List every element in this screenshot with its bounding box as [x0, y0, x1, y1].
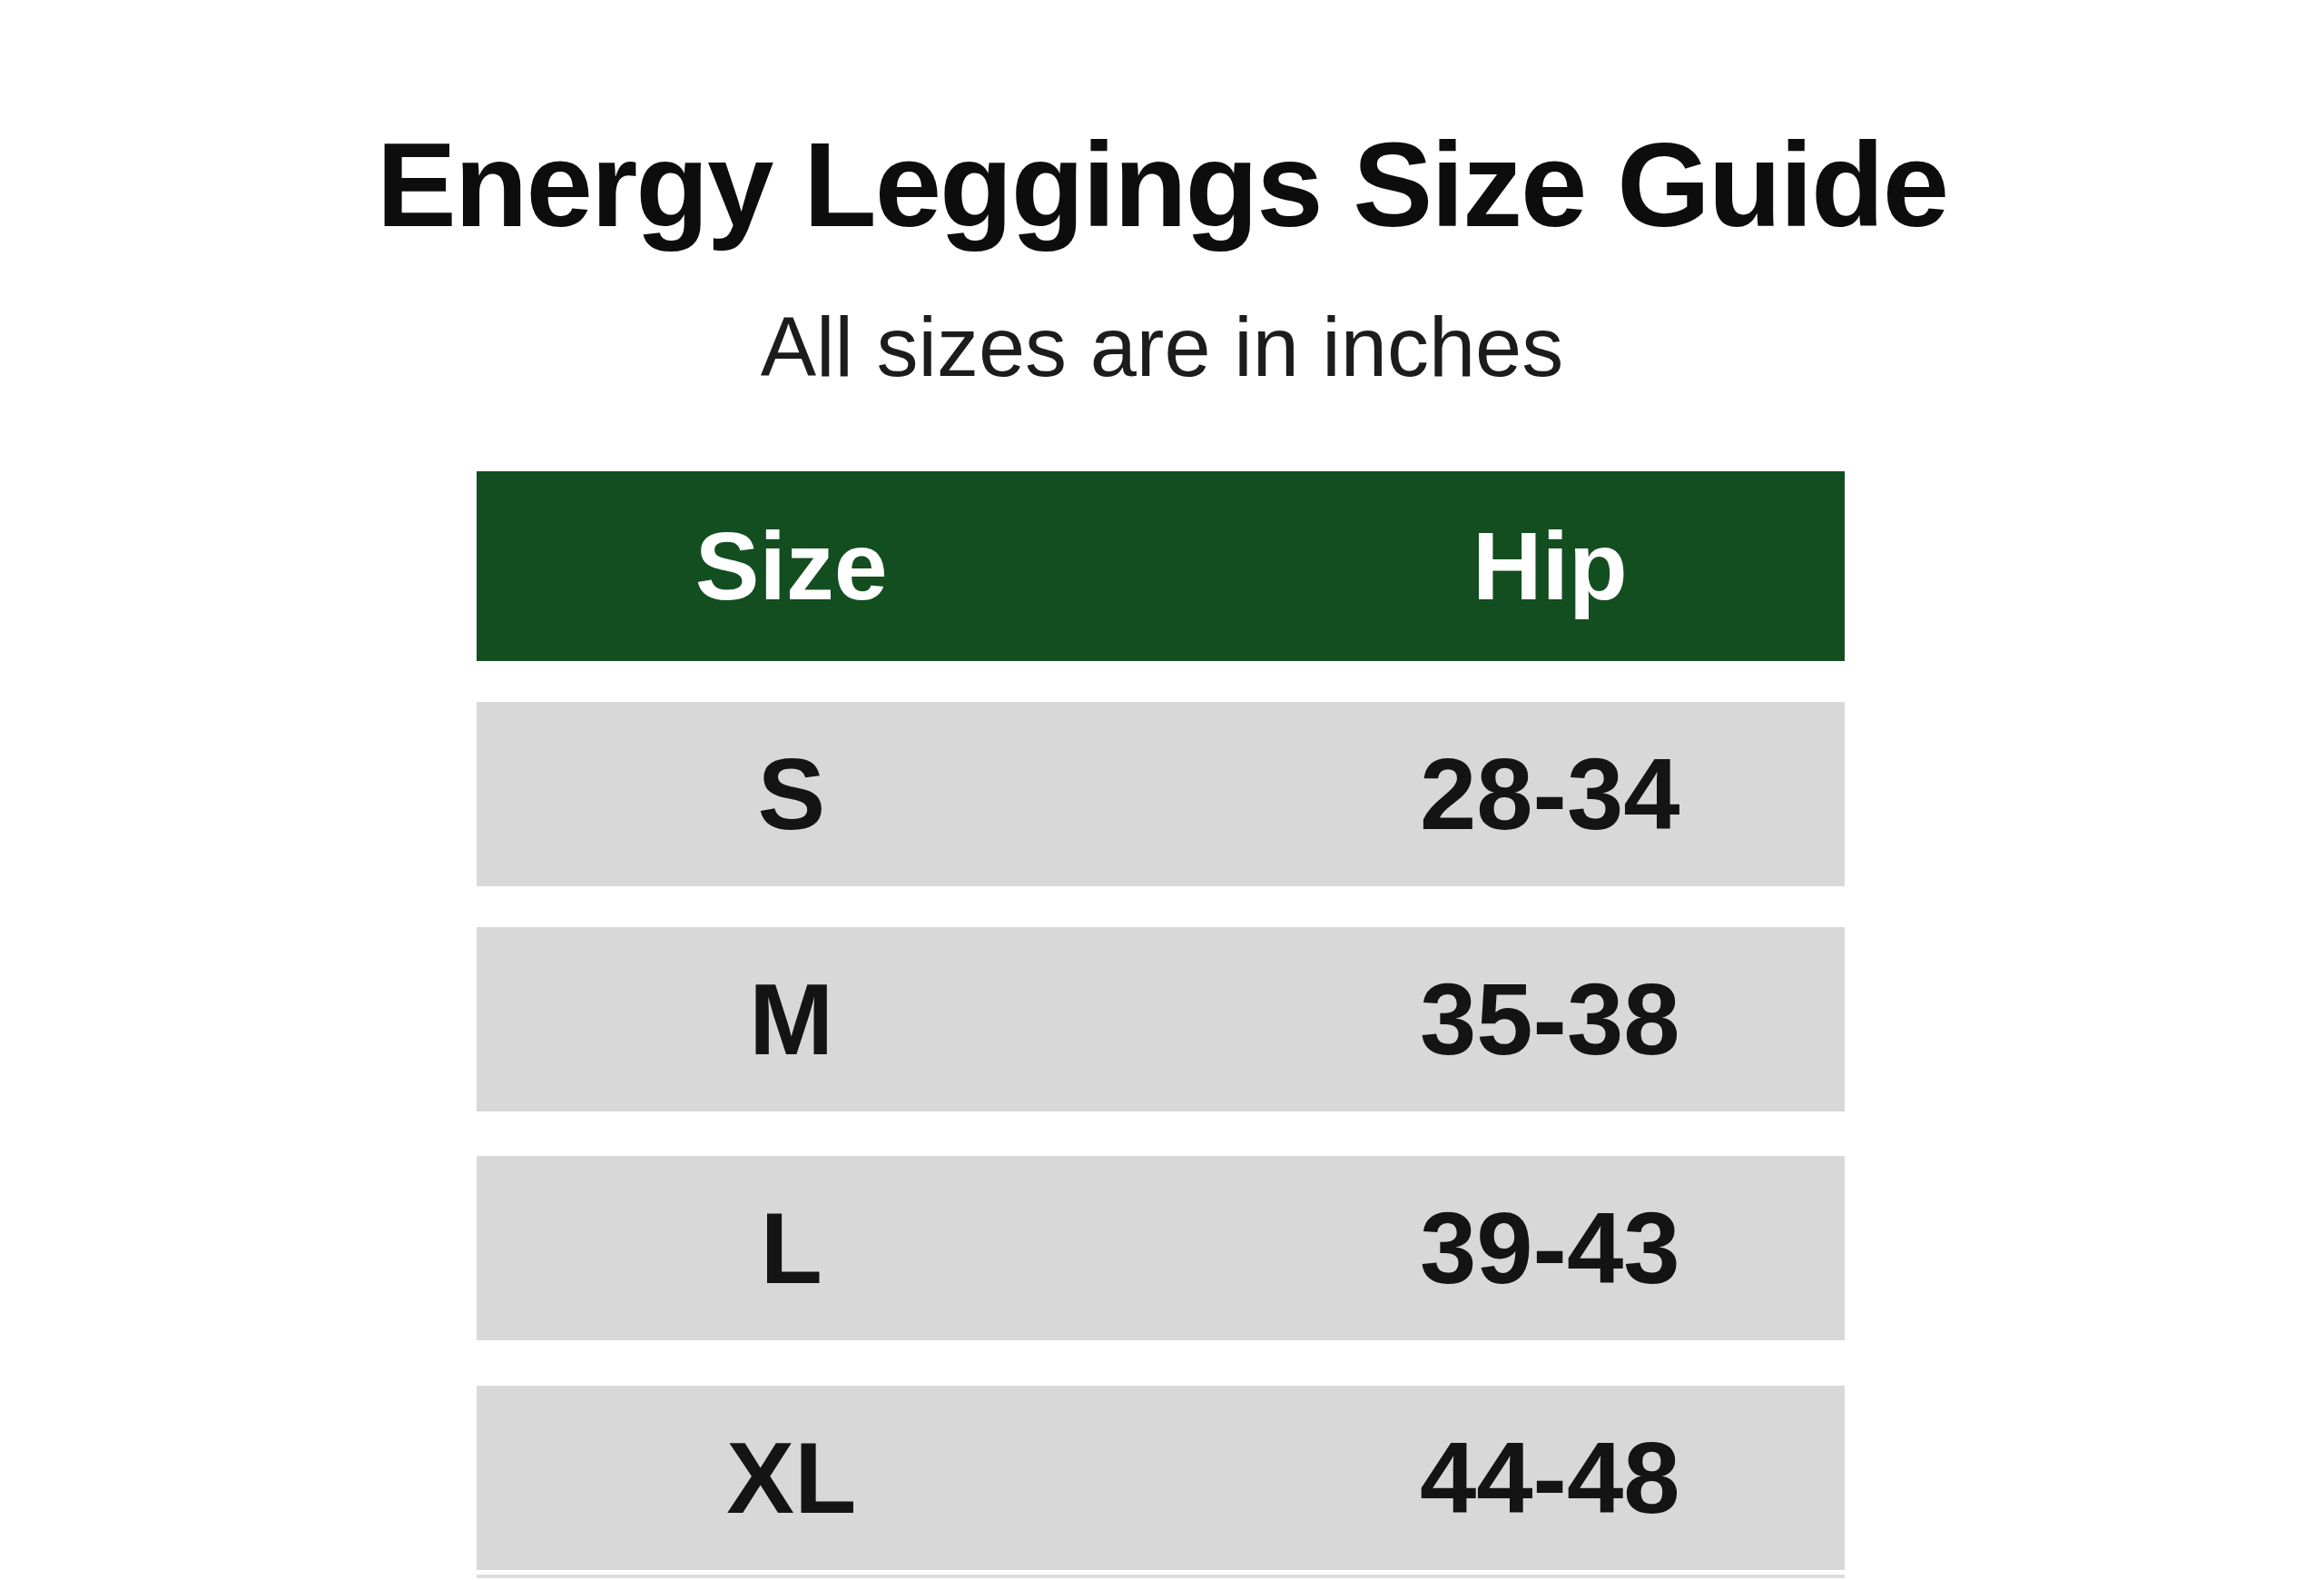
- hip-cell: 39-43: [1161, 1190, 1846, 1307]
- table-row-s: S 28-34: [477, 702, 1845, 886]
- header-cell-size: Size: [477, 511, 1161, 621]
- bottom-crop-artifact: [477, 1575, 1845, 1578]
- table-header-row: Size Hip: [477, 471, 1845, 661]
- hip-value: 35-38: [1420, 961, 1679, 1078]
- size-guide-table: Size Hip S 28-34 M 35-38 L 39-43 XL: [477, 471, 1845, 1570]
- size-cell: XL: [477, 1419, 1161, 1536]
- page-title: Energy Leggings Size Guide: [0, 116, 2324, 253]
- hip-value: 28-34: [1420, 736, 1679, 853]
- size-cell: M: [477, 961, 1161, 1078]
- size-value: XL: [726, 1419, 856, 1536]
- size-cell: L: [477, 1190, 1161, 1307]
- hip-value: 39-43: [1420, 1190, 1679, 1307]
- table-row-xl: XL 44-48: [477, 1386, 1845, 1570]
- header-cell-hip: Hip: [1161, 511, 1846, 621]
- table-row-m: M 35-38: [477, 927, 1845, 1111]
- size-value: L: [761, 1190, 822, 1307]
- size-cell: S: [477, 736, 1161, 853]
- size-value: M: [749, 961, 833, 1078]
- header-size-label: Size: [695, 511, 888, 621]
- size-value: S: [757, 736, 825, 853]
- page-subtitle: All sizes are in inches: [0, 300, 2324, 395]
- table-row-l: L 39-43: [477, 1156, 1845, 1340]
- hip-cell: 44-48: [1161, 1419, 1846, 1536]
- hip-value: 44-48: [1420, 1419, 1679, 1536]
- header-hip-label: Hip: [1472, 511, 1628, 621]
- hip-cell: 28-34: [1161, 736, 1846, 853]
- hip-cell: 35-38: [1161, 961, 1846, 1078]
